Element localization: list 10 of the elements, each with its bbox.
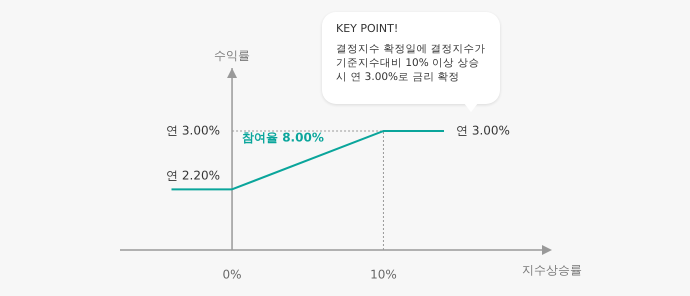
annotation: 연 3.00%: [456, 123, 510, 138]
text: 결정지수 확정일에 결정지수가 기준지수대비 10% 이상 상승 시 연 3.00%로 금리 확정: [336, 42, 486, 84]
annotation: 연 2.20%: [166, 168, 220, 183]
x-tick-label: 10%: [370, 268, 397, 282]
x-axis-title: 지수상승률: [522, 263, 582, 277]
text: KEY POINT!: [336, 22, 400, 36]
x-tick-label: 0%: [222, 268, 242, 282]
annotation: 연 3.00%: [166, 123, 220, 138]
text: 수익률: [214, 48, 250, 62]
annotation: 참여율 8.00%: [242, 130, 324, 144]
